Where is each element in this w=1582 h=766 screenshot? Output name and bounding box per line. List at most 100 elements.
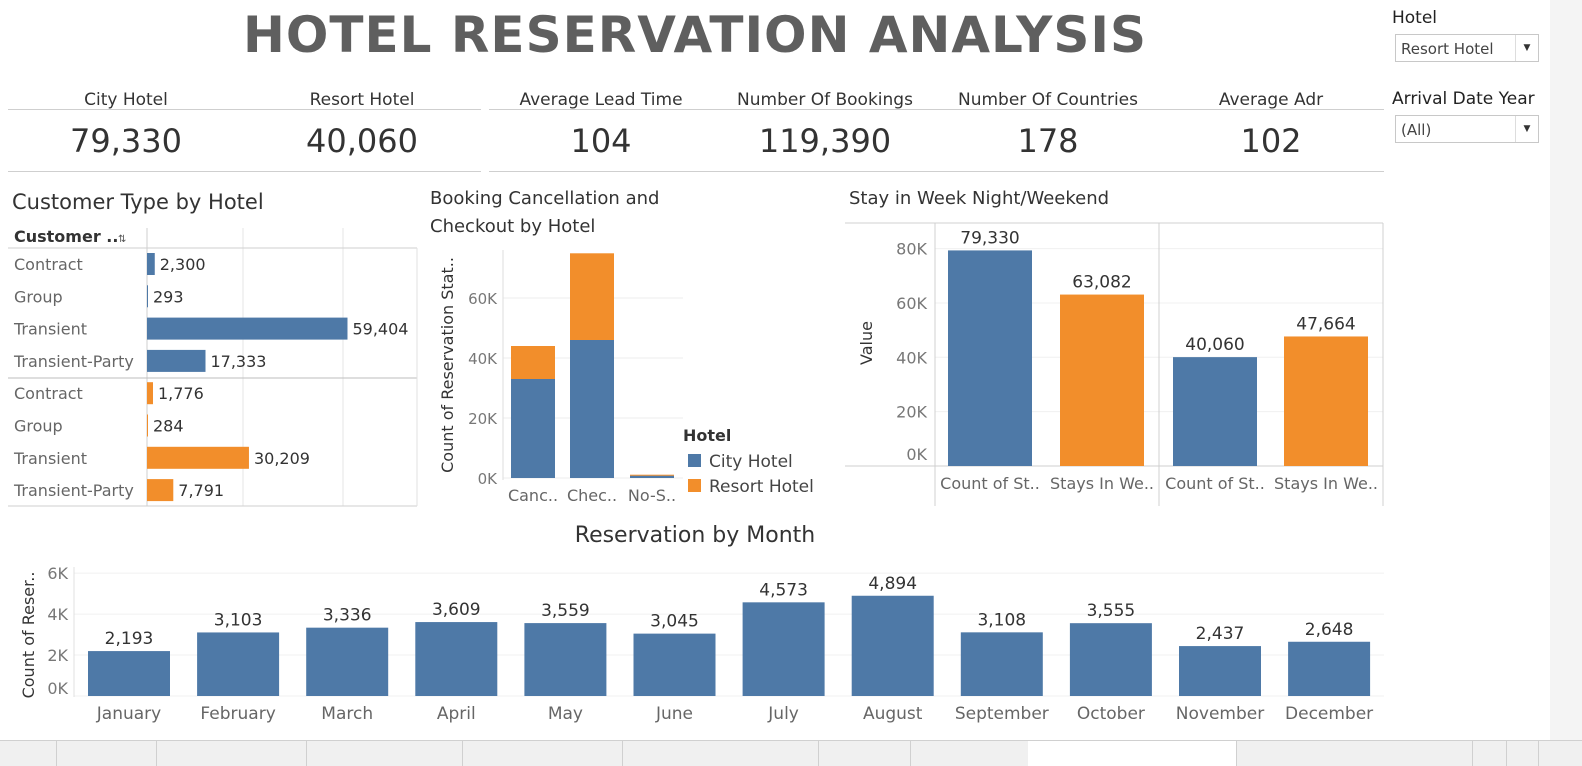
sheet-tab[interactable] — [622, 741, 819, 766]
chevron-down-icon[interactable]: ▼ — [1515, 35, 1538, 61]
stay-bar-value: 47,664 — [1296, 314, 1355, 334]
month-label: January — [96, 704, 161, 724]
y-tick-label: 0K — [47, 679, 68, 698]
month-bar-value: 3,609 — [432, 600, 481, 620]
sheet-tab[interactable] — [56, 741, 157, 766]
month-label: May — [548, 704, 583, 724]
kpi-value-resort-hotel: 40,060 — [306, 122, 418, 160]
sheet-tab[interactable] — [910, 741, 1029, 766]
customer-type-bar — [147, 446, 249, 469]
customer-type-label: Contract — [14, 384, 83, 403]
customer-type-label: Group — [14, 287, 63, 306]
month-label: February — [200, 704, 275, 724]
stacked-bar-segment — [511, 346, 555, 379]
sheet-tab[interactable] — [0, 741, 57, 766]
right-scroll-area — [1550, 0, 1582, 740]
stacked-bar-segment — [570, 340, 614, 478]
customer-type-value: 30,209 — [254, 449, 310, 468]
sheet-tab[interactable] — [1506, 741, 1539, 766]
y-axis-title: Value — [857, 321, 876, 365]
legend-title: Hotel — [683, 426, 731, 445]
sheet-tab-bar — [0, 740, 1582, 766]
stay-bar-value: 79,330 — [960, 228, 1019, 248]
customer-type-label: Group — [14, 417, 63, 436]
y-tick-label: 20K — [468, 410, 498, 428]
y-axis-title: Count of Reser.. — [19, 572, 38, 699]
month-label: October — [1077, 704, 1145, 724]
kpi-label-resort-hotel: Resort Hotel — [309, 90, 415, 110]
x-category-label: Chec.. — [567, 486, 617, 505]
y-tick-label: 80K — [896, 240, 927, 259]
month-label: August — [863, 704, 923, 724]
kpi-divider — [8, 171, 481, 172]
month-bar-value: 3,045 — [650, 612, 699, 632]
month-bar — [88, 651, 170, 696]
month-bar — [197, 632, 280, 696]
y-tick-label: 4K — [47, 605, 68, 624]
cancellation-chart: 0K 20K 40K 60K Count of Reservation Stat.. Ca… — [438, 250, 814, 505]
x-category-label: Stays In We.. — [1050, 474, 1154, 493]
month-label: November — [1176, 704, 1264, 724]
customer-type-bar — [147, 479, 174, 502]
month-label: September — [955, 704, 1049, 724]
legend-swatch — [688, 479, 701, 492]
month-bar — [524, 623, 607, 696]
year-filter-label: Arrival Date Year — [1392, 89, 1535, 109]
stay-bar — [948, 250, 1032, 466]
kpi-divider — [489, 109, 1384, 110]
sheet-tab[interactable] — [1472, 741, 1507, 766]
customer-type-bar — [147, 414, 148, 437]
month-bar — [1288, 641, 1371, 696]
kpi-label-lead-time: Average Lead Time — [519, 90, 683, 110]
customer-type-title: Customer Type by Hotel — [12, 190, 264, 214]
customer-type-label: Transient-Party — [13, 481, 134, 500]
month-title: Reservation by Month — [574, 523, 816, 548]
month-label: December — [1285, 704, 1373, 724]
cancellation-title-line1: Booking Cancellation and — [430, 188, 660, 209]
dashboard-title: HOTEL RESERVATION ANALYSIS — [243, 6, 1147, 64]
customer-type-bar — [147, 349, 206, 372]
customer-header-label: Customer .. — [14, 227, 118, 246]
month-bar — [633, 633, 716, 696]
month-label: June — [655, 704, 693, 724]
legend-label: Resort Hotel — [709, 477, 814, 497]
month-bar — [306, 627, 389, 696]
sheet-tab-active[interactable] — [1028, 741, 1237, 766]
month-bar — [960, 632, 1043, 696]
stay-bar-value: 40,060 — [1185, 335, 1244, 355]
x-category-label: Count of St.. — [940, 474, 1040, 493]
sheet-tab[interactable] — [156, 741, 307, 766]
customer-type-value: 7,791 — [178, 481, 224, 500]
stacked-bar-segment — [570, 253, 614, 340]
sheet-tab[interactable] — [1236, 741, 1473, 766]
kpi-label-adr: Average Adr — [1218, 90, 1324, 110]
y-axis-title: Count of Reservation Stat.. — [438, 257, 457, 473]
sheet-tab[interactable] — [462, 741, 623, 766]
x-category-label: Stays In We.. — [1274, 474, 1378, 493]
x-category-label: Canc.. — [508, 486, 558, 505]
legend-label: City Hotel — [709, 452, 793, 472]
stay-bar-value: 63,082 — [1072, 273, 1131, 293]
sheet-tab[interactable] — [818, 741, 911, 766]
sheet-tab[interactable] — [306, 741, 463, 766]
year-filter-select[interactable]: (All) ▼ — [1395, 115, 1539, 143]
customer-type-bar — [147, 285, 148, 308]
month-bar-value: 2,648 — [1305, 620, 1354, 640]
hotel-filter-select[interactable]: Resort Hotel ▼ — [1395, 34, 1539, 62]
chevron-down-icon[interactable]: ▼ — [1515, 116, 1538, 142]
stacked-bar-segment — [630, 475, 674, 478]
stay-bar — [1173, 357, 1257, 466]
year-filter-value: (All) — [1401, 121, 1432, 139]
stay-bar — [1284, 336, 1368, 466]
month-bar — [1179, 646, 1261, 696]
customer-type-label: Transient-Party — [13, 352, 134, 371]
month-label: April — [437, 704, 476, 724]
customer-type-value: 1,776 — [158, 384, 204, 403]
customer-type-label: Transient — [13, 320, 87, 339]
stay-title: Stay in Week Night/Weekend — [849, 188, 1110, 209]
kpi-value-lead-time: 104 — [570, 122, 632, 160]
kpi-value-city-hotel: 79,330 — [70, 122, 182, 160]
kpi-label-countries: Number Of Countries — [958, 90, 1138, 110]
customer-type-label: Contract — [14, 255, 83, 274]
x-category-label: Count of St.. — [1165, 474, 1265, 493]
